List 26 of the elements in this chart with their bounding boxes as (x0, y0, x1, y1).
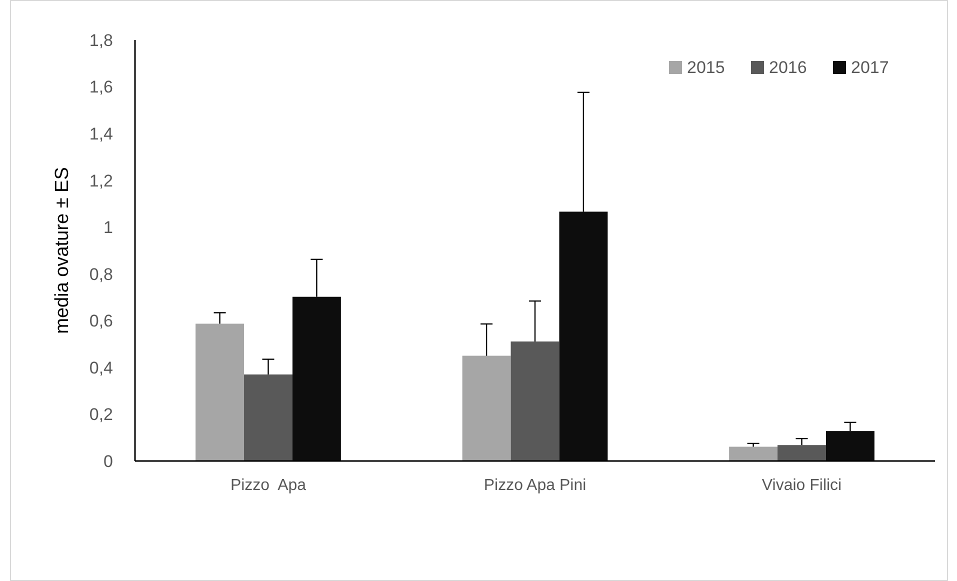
y-tick-label: 0,4 (89, 358, 113, 378)
x-tick-label: Pizzo Apa (230, 477, 306, 494)
bar (826, 431, 874, 461)
y-tick-label: 1 (104, 218, 113, 238)
y-tick-label: 1,2 (89, 171, 113, 190)
bar (292, 296, 341, 461)
bar (196, 324, 244, 461)
y-tick-label: 0,6 (89, 312, 113, 331)
legend-label: 2015 (687, 58, 725, 77)
y-tick-label: 0 (104, 452, 113, 471)
bar (462, 356, 511, 461)
y-axis-title: media ovature ± ES (52, 167, 73, 334)
y-tick-label: 1,4 (89, 124, 113, 144)
legend-label: 2016 (769, 58, 807, 77)
x-tick-label: Pizzo Apa Pini (484, 477, 586, 494)
y-tick-label: 1,6 (89, 78, 113, 97)
bar (729, 446, 778, 461)
bar (559, 212, 608, 461)
bar (244, 374, 292, 461)
bar (778, 445, 826, 461)
y-tick-label: 1,8 (89, 30, 113, 50)
y-tick-label: 0,2 (89, 405, 113, 424)
y-tick-label: 0,8 (89, 264, 113, 284)
legend-label: 2017 (851, 58, 889, 77)
x-tick-label: Vivaio Filici (762, 477, 842, 494)
bar (510, 341, 560, 461)
